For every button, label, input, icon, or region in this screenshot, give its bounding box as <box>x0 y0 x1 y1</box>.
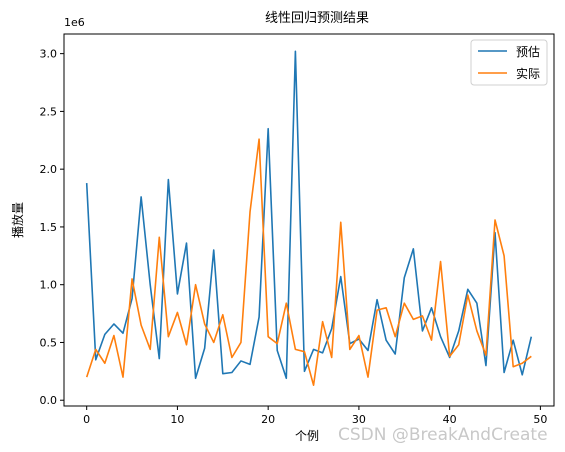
x-tick-label: 50 <box>533 413 547 426</box>
y-tick-label: 0.5 <box>40 336 58 349</box>
series-line-1 <box>85 138 532 387</box>
legend: 预估 实际 <box>470 39 548 86</box>
y-offset-label: 1e6 <box>64 16 85 29</box>
legend-label-pred: 预估 <box>516 45 540 59</box>
x-axis-ticks: 0 10 20 30 40 50 <box>83 406 547 426</box>
y-tick-label: 1.5 <box>40 221 58 234</box>
y-tick-label: 2.5 <box>40 105 58 118</box>
y-tick-label: 3.0 <box>40 48 58 61</box>
watermark: CSDN @BreakAndCreate <box>338 425 548 445</box>
chart-title: 线性回归预测结果 <box>265 11 369 26</box>
x-tick-label: 40 <box>443 413 457 426</box>
x-tick-label: 30 <box>352 413 366 426</box>
series-group <box>85 50 533 387</box>
legend-label-actual: 实际 <box>516 66 540 81</box>
x-tick-label: 20 <box>261 413 275 426</box>
y-axis-label: 播放量 <box>10 202 25 238</box>
y-axis-ticks: 0.0 0.5 1.0 1.5 2.0 2.5 3.0 <box>40 48 64 407</box>
y-tick-label: 1.0 <box>40 279 58 292</box>
series-line-0 <box>85 50 533 380</box>
y-tick-label: 0.0 <box>40 394 58 407</box>
x-axis-label: 个例 <box>295 429 319 443</box>
y-tick-label: 2.0 <box>40 163 58 176</box>
plot-frame <box>63 33 555 407</box>
plot-area: 0 10 20 30 40 50 0.0 0.5 1.0 1.5 2.0 2.5 3.0 <box>40 33 555 426</box>
x-tick-label: 10 <box>170 413 184 426</box>
x-tick-label: 0 <box>83 413 90 426</box>
